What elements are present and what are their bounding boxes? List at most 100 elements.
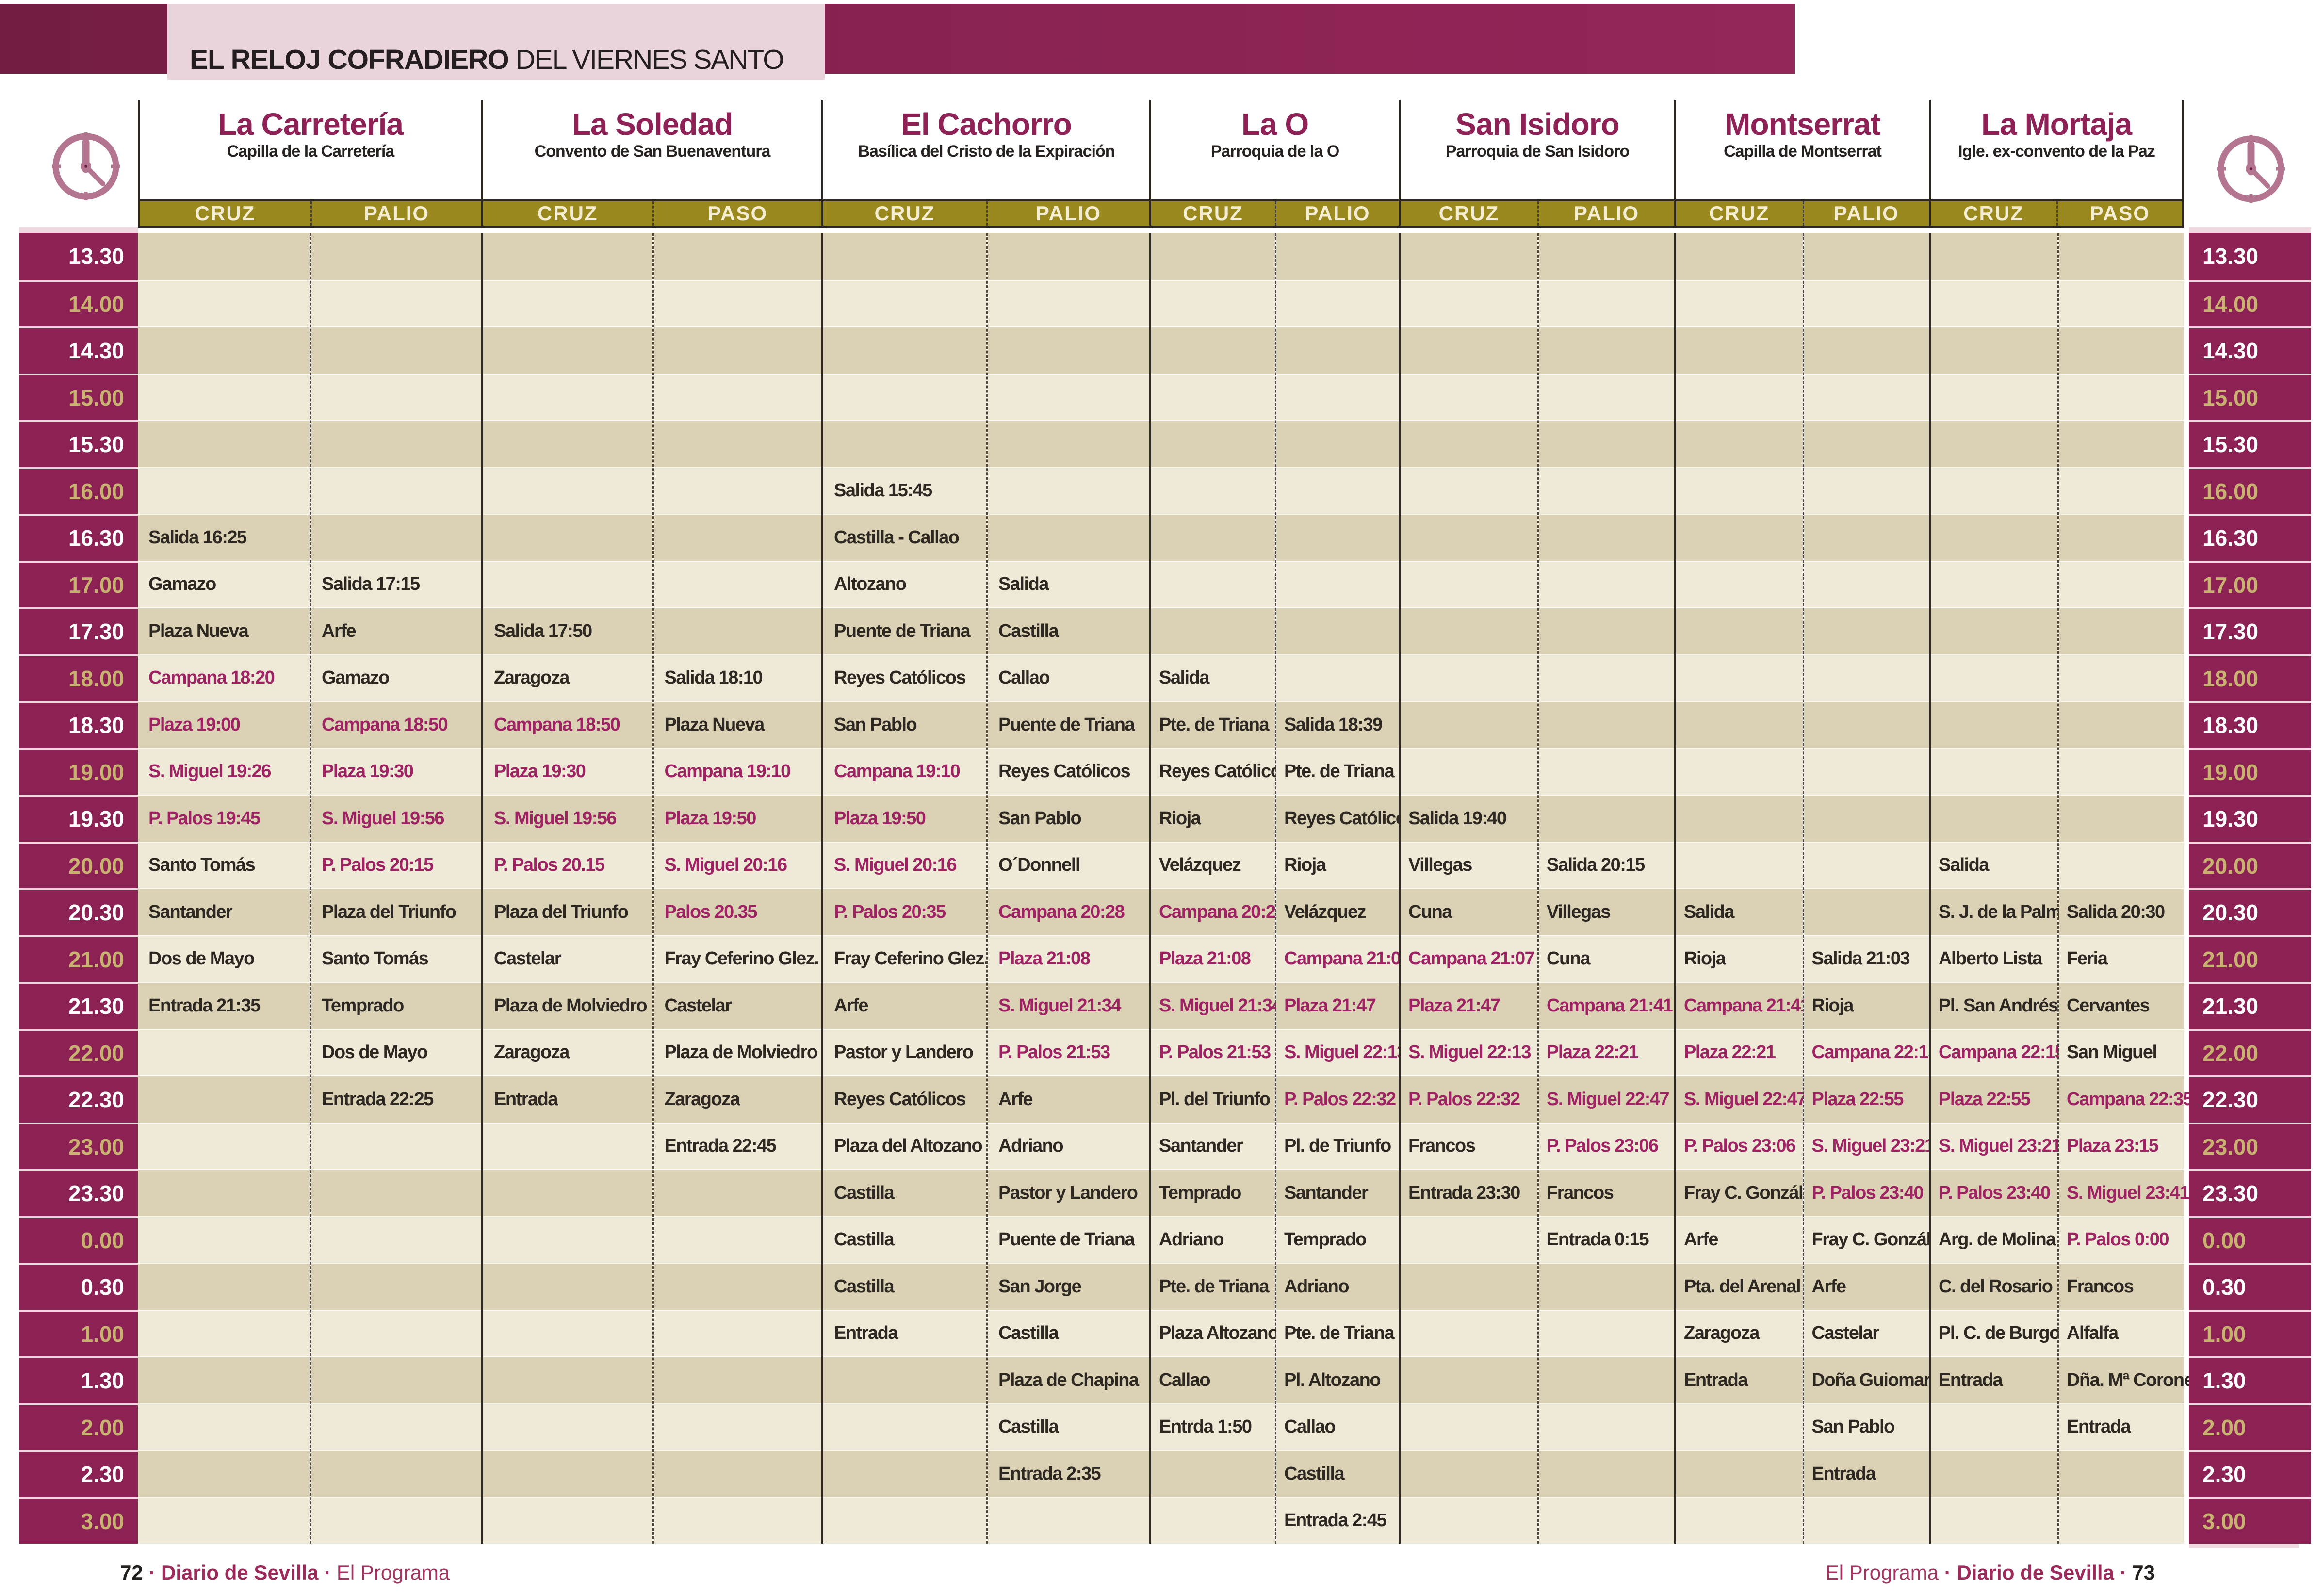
column-label-bar: CRUZ PASO xyxy=(1931,199,2182,228)
schedule-cell xyxy=(1804,233,1929,280)
route-stop: Rioja xyxy=(1684,948,1726,969)
route-stop: C. del Rosario xyxy=(1939,1276,2053,1297)
route-stop: Entrada xyxy=(834,1323,898,1344)
schedule-cell xyxy=(653,1356,821,1403)
column-label-bar: CRUZ PALIO xyxy=(823,199,1149,228)
official-route-stop: P. Palos 20.15 xyxy=(494,855,605,876)
column-label-cruz: CRUZ xyxy=(1183,202,1243,225)
schedule-cell: P. Palos 21:53 xyxy=(988,1028,1149,1075)
schedule-cell xyxy=(1804,279,1929,326)
schedule-cell: Francos xyxy=(2059,1263,2184,1310)
route-stop: S. J. de la Palma xyxy=(1939,901,2071,922)
route-stop: Entrada 2:35 xyxy=(998,1463,1101,1484)
route-stop: Adriano xyxy=(1159,1229,1224,1250)
schedule-cell: Plaza 22:55 xyxy=(1931,1075,2057,1123)
schedule-cell xyxy=(2059,1450,2184,1497)
column-label-bar: CRUZ PALIO xyxy=(1401,199,1674,228)
route-stop: Salida 20:15 xyxy=(1547,855,1645,876)
time-cell: 16.30 xyxy=(2189,514,2311,561)
brotherhood-header: La Soledad Convento de San Buenaventura CR… xyxy=(481,100,821,228)
schedule-cell: Arfe xyxy=(1676,1216,1803,1263)
time-label: 14.00 xyxy=(2202,291,2259,317)
official-route-stop: Campana 21:41 xyxy=(1684,995,1810,1016)
time-label: 22.00 xyxy=(68,1040,124,1066)
column-label-palio: PALIO xyxy=(1537,201,1674,226)
schedule-cell xyxy=(1151,1450,1275,1497)
schedule-cell: Cuna xyxy=(1401,888,1537,935)
schedule-cell: Plaza de Molviedro xyxy=(483,982,652,1029)
route-stop: Reyes Católicos xyxy=(834,1089,966,1109)
schedule-cell xyxy=(1804,654,1929,701)
brotherhood-schedule: Salida S. J. de la Palma Alberto Lista Pl. … xyxy=(1929,233,2199,1544)
schedule-cell xyxy=(483,1122,652,1169)
schedule-cell xyxy=(138,1403,310,1450)
schedule-cell xyxy=(1401,373,1537,420)
schedule-cell: Doña Guiomar xyxy=(1804,1356,1931,1403)
time-label: 14.30 xyxy=(2202,338,2259,364)
schedule-cell xyxy=(1539,1450,1674,1497)
schedule-cell: Plaza 23:15 xyxy=(2059,1122,2184,1169)
route-stop: Adriano xyxy=(1284,1276,1350,1297)
schedule-cell xyxy=(1151,326,1275,374)
route-stop: Temprado xyxy=(1284,1229,1367,1250)
route-stop: Entrada xyxy=(1939,1369,2003,1390)
footer-left: 72 · Diario de Sevilla · El Programa xyxy=(120,1561,450,1584)
official-route-stop: P. Palos 20:15 xyxy=(322,855,434,876)
schedule-cell: Salida 20:15 xyxy=(1539,841,1674,888)
schedule-cell xyxy=(311,1216,481,1263)
schedule-cell: Salida xyxy=(1676,888,1803,935)
schedule-cell: San Pablo xyxy=(823,701,986,748)
route-stop: Plaza del Altozano xyxy=(834,1136,983,1156)
schedule-cell xyxy=(2059,514,2184,561)
schedule-cell xyxy=(138,1356,310,1403)
schedule-cell xyxy=(1151,514,1275,561)
schedule-cell: P. Palos 20:15 xyxy=(311,841,481,888)
schedule-cell xyxy=(1931,795,2057,842)
schedule-cell: Feria xyxy=(2059,935,2184,982)
route-stop: Temprado xyxy=(322,995,404,1016)
time-cell: 17.00 xyxy=(19,560,138,607)
route-stop: Pte. de Triana xyxy=(1159,714,1270,735)
schedule-cell xyxy=(1931,420,2057,467)
route-stop: Velázquez xyxy=(1284,901,1367,922)
schedule-cell: Gamazo xyxy=(138,560,310,607)
schedule-cell xyxy=(1931,467,2057,514)
schedule-cell: Castilla xyxy=(988,1403,1149,1450)
route-stop: Santo Tomás xyxy=(322,948,429,969)
schedule-cell: Plaza 22:55 xyxy=(1804,1075,1929,1123)
schedule-cell: O´Donnell xyxy=(988,841,1149,888)
schedule-cell: Plaza 19:50 xyxy=(823,795,986,842)
schedule-cell xyxy=(1676,841,1803,888)
schedule-cell: P. Palos 21:53 xyxy=(1151,1028,1275,1075)
official-route-stop: S. Miguel 19:56 xyxy=(494,808,617,829)
schedule-cell xyxy=(1401,607,1537,654)
time-label: 1.30 xyxy=(2202,1368,2246,1394)
official-route-stop: Plaza 22:55 xyxy=(1939,1089,2031,1109)
time-label: 17.30 xyxy=(68,619,124,645)
time-cell: 19.30 xyxy=(2189,795,2311,842)
schedule-cell xyxy=(1676,467,1803,514)
official-route-stop: Campana 19:10 xyxy=(664,761,791,782)
time-cell: 18.00 xyxy=(19,654,138,701)
schedule-cell xyxy=(1804,607,1929,654)
route-stop: Alfalfa xyxy=(2067,1323,2119,1344)
schedule-cell xyxy=(1931,701,2057,748)
schedule-cell: Temprado xyxy=(1151,1169,1275,1216)
official-route-stop: P. Palos 21:53 xyxy=(998,1042,1110,1063)
official-route-stop: S. Miguel 23:41 xyxy=(2067,1182,2190,1203)
time-cell: 23.00 xyxy=(19,1122,138,1169)
schedule-cell xyxy=(1151,233,1275,280)
schedule-cell: Fray Ceferino Glez. xyxy=(653,935,821,982)
schedule-cell xyxy=(1931,326,2057,374)
schedule-cell xyxy=(1539,1356,1674,1403)
schedule-cell: Palos 20.35 xyxy=(653,888,821,935)
schedule-cell xyxy=(483,279,652,326)
route-stop: Callao xyxy=(1159,1369,1211,1390)
schedule-cell: P. Palos 23:40 xyxy=(1804,1169,1929,1216)
time-label: 3.00 xyxy=(81,1508,124,1534)
time-cell: 2.30 xyxy=(19,1450,138,1497)
schedule-cell xyxy=(138,1216,310,1263)
schedule-cell: Francos xyxy=(1401,1122,1537,1169)
schedule-cell xyxy=(988,467,1149,514)
schedule-cell: Dña. Mª Coronel xyxy=(2059,1356,2199,1403)
